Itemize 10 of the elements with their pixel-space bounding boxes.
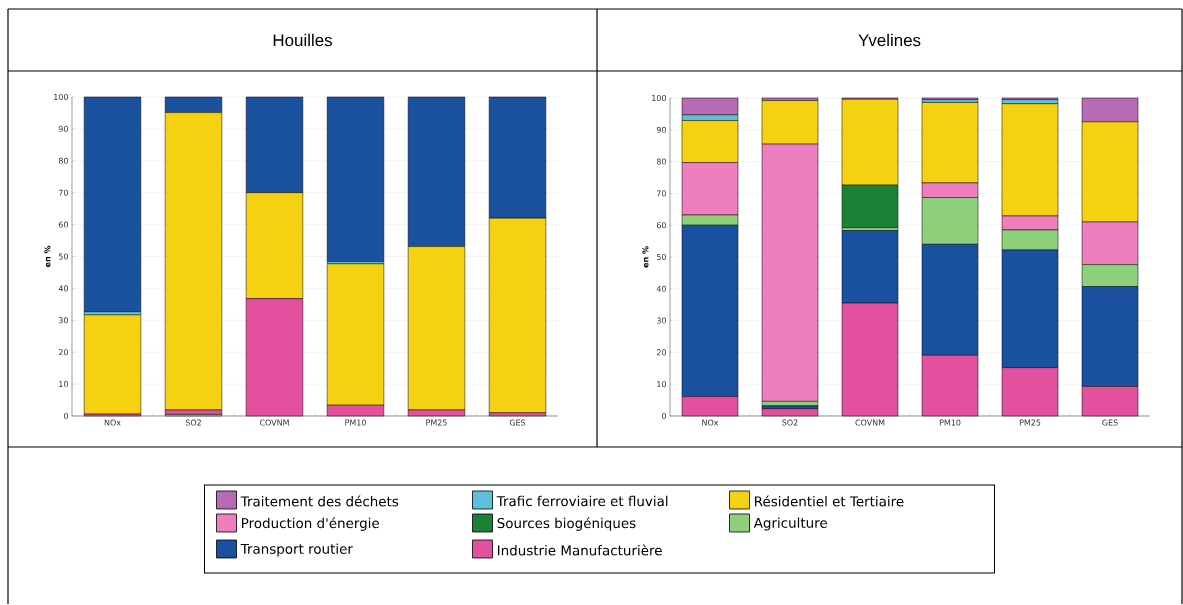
chart-title: Houilles <box>273 33 332 47</box>
legend-label: Industrie Manufacturière <box>498 544 662 556</box>
legend-label: Résidentiel et Tertiaire <box>755 495 904 507</box>
chart-title: Yvelines <box>858 33 921 47</box>
legend-label: Traitement des déchets <box>240 495 399 507</box>
legend-label: Trafic ferroviaire et fluvial <box>496 495 668 507</box>
legend-label: Production d'énergie <box>242 517 379 531</box>
legend-label: Agriculture <box>753 517 827 531</box>
legend-label: Transport routier <box>240 543 353 557</box>
legend-label: Sources biogéniques <box>497 517 636 531</box>
